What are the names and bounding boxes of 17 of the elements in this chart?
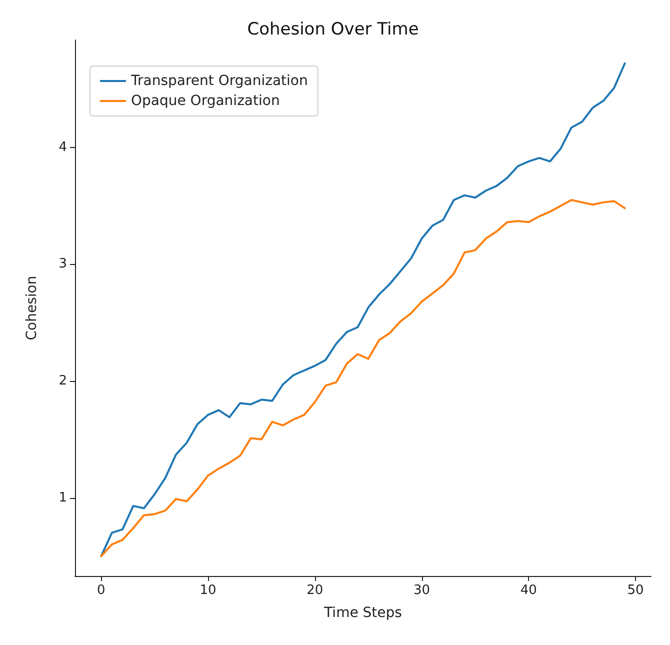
y-tick-label: 4 bbox=[58, 140, 67, 155]
chart-title: Cohesion Over Time bbox=[247, 20, 419, 40]
y-axis-title: Cohesion bbox=[24, 276, 40, 340]
x-tick-label: 40 bbox=[520, 583, 537, 598]
y-tick-label: 3 bbox=[58, 256, 67, 272]
legend-label: Opaque Organization bbox=[131, 93, 280, 109]
x-tick-label: 50 bbox=[627, 583, 644, 598]
x-tick-label: 10 bbox=[200, 583, 216, 598]
line-series bbox=[100, 62, 626, 558]
x-tick-label: 20 bbox=[306, 583, 324, 598]
x-axis-title: Time Steps bbox=[323, 605, 402, 621]
y-tick-label: 2 bbox=[58, 373, 67, 388]
x-tick-label: 0 bbox=[97, 583, 106, 598]
line-series bbox=[100, 198, 626, 558]
legend-label: Transparent Organization bbox=[130, 73, 308, 89]
y-tick-label: 1 bbox=[58, 490, 67, 506]
x-tick-label: 30 bbox=[414, 583, 430, 598]
